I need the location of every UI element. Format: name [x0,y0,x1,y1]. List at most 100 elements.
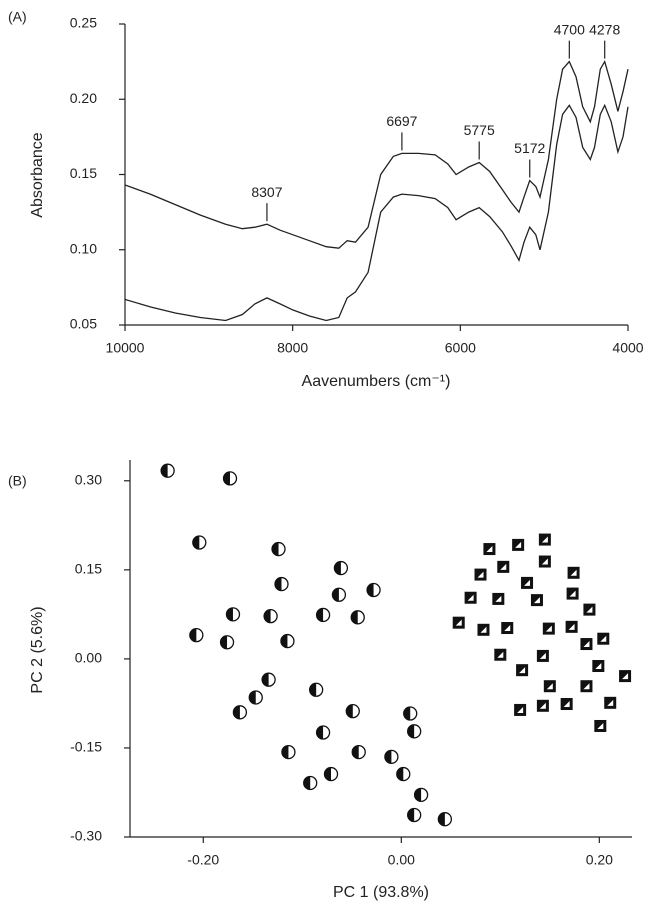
square-inset [495,595,502,602]
y-axis-label: PC 2 (5.6%) [29,606,46,693]
point [530,594,543,607]
point [351,744,366,760]
circle-half [332,588,339,602]
square-inset [541,558,548,565]
point [514,703,527,716]
x-tick-label: 6000 [445,340,476,356]
point [407,807,422,823]
circle-half [233,705,240,719]
square-inset [600,635,607,642]
square-inset [563,701,570,708]
point [543,680,556,693]
y-tick-label: 0.05 [70,316,97,332]
point [565,620,578,633]
square-inset [595,663,602,670]
peak-label: 4700 [554,21,585,37]
point [219,635,235,650]
square-inset [455,619,462,626]
square-inset [570,569,577,576]
circle-half [281,745,289,759]
point [222,471,238,486]
square-inset [583,683,590,690]
point [384,749,399,765]
point [619,670,632,683]
x-tick-label: 8000 [277,340,308,356]
circle-half [280,634,288,648]
point [501,622,514,635]
square-inset [480,626,487,633]
circle-half [309,683,317,697]
point [280,633,295,649]
point [512,538,525,551]
point [464,591,477,604]
point [345,703,360,719]
square-inset [597,722,604,729]
circle-half [396,767,404,781]
point [542,622,555,635]
square-inset [497,651,504,658]
square-inset [607,699,614,706]
square-inset [539,702,546,709]
point [604,696,617,709]
circle-half [438,812,445,826]
point [583,603,596,616]
point [225,607,241,622]
circle-half [414,788,422,802]
y-tick-label: -0.30 [70,828,102,844]
x-tick-label: 10000 [106,340,145,356]
x-tick-label: -0.20 [187,852,219,868]
point [396,766,411,782]
circle-half [272,542,279,556]
point [567,566,580,579]
x-tick-label: 0.20 [586,852,613,868]
point [477,623,490,636]
y-tick-label: 0.20 [70,90,97,106]
point [281,744,296,760]
point [494,648,507,661]
circle-half [403,707,411,721]
y-tick-label: 0.15 [70,165,97,181]
circle-half [407,808,415,822]
circle-half [189,628,197,642]
point [263,608,278,624]
point [315,725,331,740]
square-inset [477,571,484,578]
point [592,660,605,673]
point [413,787,429,802]
y-tick-label: 0.00 [75,650,102,666]
point [261,672,276,687]
point [331,587,347,602]
point [497,560,510,573]
point [483,543,496,556]
point [160,463,175,478]
point [474,568,487,581]
point [536,699,549,712]
point [492,592,505,605]
point [248,690,263,705]
point [350,610,365,625]
point [536,649,549,662]
point [323,766,339,782]
peak-label: 5775 [464,122,495,138]
point [232,705,248,720]
circle-half [407,724,415,738]
point [452,616,465,629]
x-tick-label: 0.00 [388,852,415,868]
circle-half [351,610,358,624]
y-tick-label: 0.10 [70,240,97,256]
circle-half [367,583,374,597]
y-tick-label: 0.25 [70,15,97,31]
panel-label: (B) [8,473,27,489]
square-inset [568,623,575,630]
point [560,698,573,711]
square-inset [541,536,548,543]
circle-half [161,464,168,478]
circle-half [264,609,271,623]
square-inset [500,563,507,570]
point [566,587,579,600]
square-inset [545,625,552,632]
peak-label: 8307 [251,184,282,200]
point [315,607,331,623]
point [403,706,418,721]
point [594,719,607,732]
